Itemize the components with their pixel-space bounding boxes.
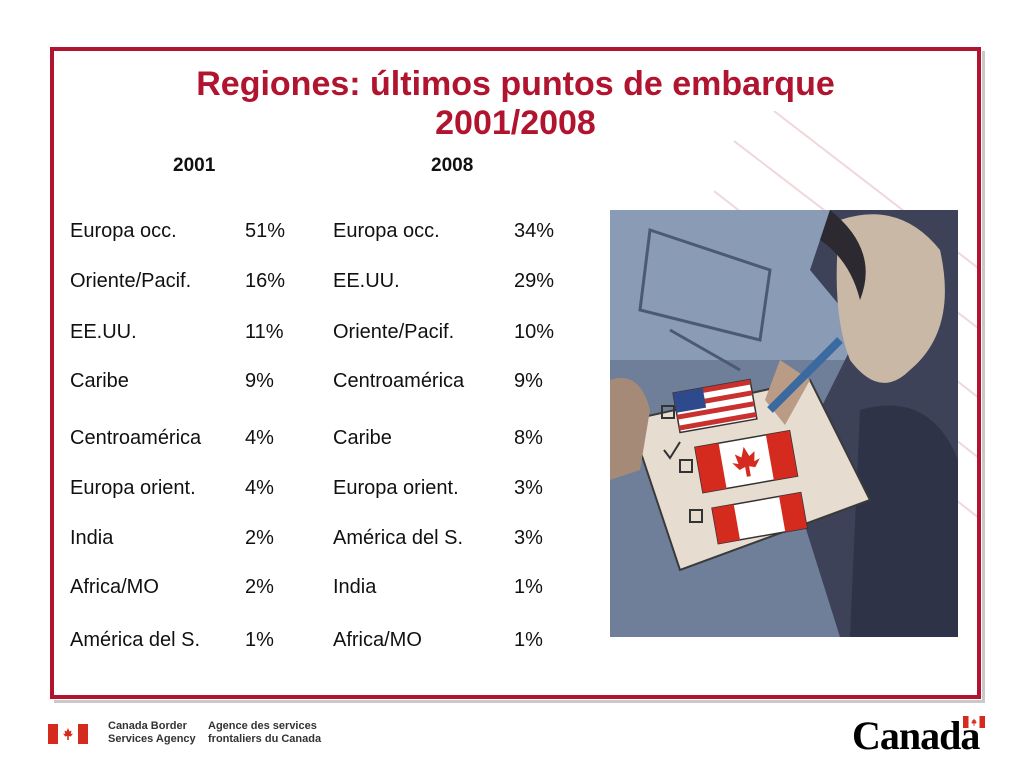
column-header-2001: 2001 bbox=[173, 155, 216, 176]
region-2008: Europa orient. bbox=[333, 477, 459, 499]
percent-2008: 8% bbox=[514, 427, 543, 449]
region-2008: India bbox=[333, 576, 377, 598]
agency-fr-line-2: frontaliers du Canada bbox=[208, 733, 322, 745]
percent-2008: 1% bbox=[514, 629, 543, 651]
illustration-person-checking-flags bbox=[610, 210, 958, 637]
slide-frame: Regiones: últimos puntos de embarque 200… bbox=[50, 47, 981, 699]
region-2008: Oriente/Pacif. bbox=[333, 321, 455, 343]
table-row: Africa/MO 2% India 1% bbox=[54, 576, 654, 600]
us-flag-icon bbox=[672, 378, 758, 434]
region-2001: Africa/MO bbox=[70, 576, 159, 598]
region-2001: América del S. bbox=[70, 629, 201, 651]
region-2008: América del S. bbox=[333, 527, 464, 549]
canada-wordmark: Canada bbox=[852, 713, 980, 758]
percent-2008: 34% bbox=[514, 220, 555, 242]
percent-2001: 51% bbox=[245, 220, 286, 242]
percent-2008: 29% bbox=[514, 270, 555, 292]
agency-name-english: Canada Border Services Agency bbox=[108, 720, 196, 746]
canada-flag-icon bbox=[48, 724, 88, 744]
region-2001: India bbox=[70, 527, 114, 549]
title-line-2: 2001/2008 bbox=[435, 104, 596, 142]
frame-shadow bbox=[54, 51, 985, 703]
region-2008: Caribe bbox=[333, 427, 392, 449]
percent-2008: 1% bbox=[514, 576, 543, 598]
percent-2001: 2% bbox=[245, 527, 274, 549]
region-2001: Europa occ. bbox=[70, 220, 177, 242]
percent-2001: 4% bbox=[245, 477, 274, 499]
table-row: Europa occ. 51% Europa occ. 34% bbox=[54, 220, 654, 244]
table-row: Caribe 9% Centroamérica 9% bbox=[54, 370, 654, 394]
wordmark-flag-icon bbox=[963, 716, 985, 728]
agency-en-line-2: Services Agency bbox=[108, 733, 196, 745]
agency-fr-line-1: Agence des services bbox=[208, 720, 317, 732]
column-header-2008: 2008 bbox=[431, 155, 474, 176]
table-row: Oriente/Pacif. 16% EE.UU. 29% bbox=[54, 270, 654, 294]
percent-2001: 16% bbox=[245, 270, 286, 292]
percent-2008: 3% bbox=[514, 477, 543, 499]
percent-2001: 1% bbox=[245, 629, 274, 651]
table-row: EE.UU. 11% Oriente/Pacif. 10% bbox=[54, 321, 654, 345]
region-2001: Centroamérica bbox=[70, 427, 202, 449]
agency-name-french: Agence des services frontaliers du Canad… bbox=[208, 720, 321, 746]
title-line-1: Regiones: últimos puntos de embarque bbox=[196, 65, 835, 103]
maple-leaf-icon bbox=[694, 429, 799, 494]
slide-title: Regiones: últimos puntos de embarque 200… bbox=[54, 65, 977, 143]
percent-2001: 9% bbox=[245, 370, 274, 392]
percent-2001: 2% bbox=[245, 576, 274, 598]
percent-2008: 3% bbox=[514, 527, 543, 549]
region-2008: Europa occ. bbox=[333, 220, 440, 242]
region-2008: EE.UU. bbox=[333, 270, 400, 292]
region-2008: Centroamérica bbox=[333, 370, 465, 392]
region-2001: Caribe bbox=[70, 370, 129, 392]
agency-en-line-1: Canada Border bbox=[108, 720, 187, 732]
table-row: América del S. 1% Africa/MO 1% bbox=[54, 629, 654, 653]
region-2001: Europa orient. bbox=[70, 477, 196, 499]
region-2008: Africa/MO bbox=[333, 629, 422, 651]
table-row: Centroamérica 4% Caribe 8% bbox=[54, 427, 654, 451]
percent-2008: 9% bbox=[514, 370, 543, 392]
percent-2008: 10% bbox=[514, 321, 555, 343]
region-2001: Oriente/Pacif. bbox=[70, 270, 192, 292]
table-row: Europa orient. 4% Europa orient. 3% bbox=[54, 477, 654, 501]
regions-table: Europa occ. 51% Europa occ. 34% Oriente/… bbox=[54, 51, 654, 691]
percent-2001: 11% bbox=[245, 321, 284, 343]
region-2001: EE.UU. bbox=[70, 321, 137, 343]
table-row: India 2% América del S. 3% bbox=[54, 527, 654, 551]
percent-2001: 4% bbox=[245, 427, 274, 449]
